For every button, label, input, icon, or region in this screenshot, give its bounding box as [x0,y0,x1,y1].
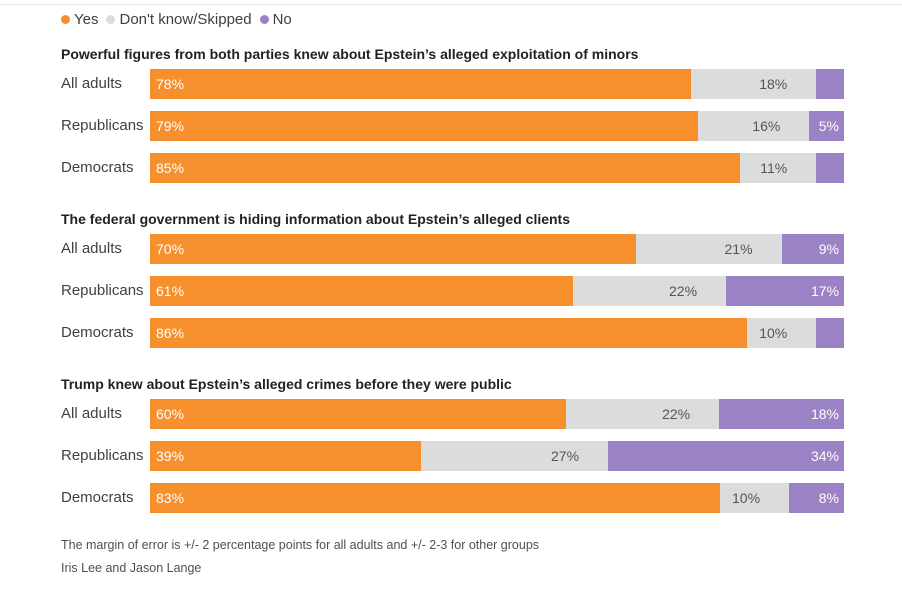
stacked-bar: 70% 21% 9% [150,234,844,264]
bar-segment-yes [150,111,699,141]
data-label-no: 18% [810,406,839,422]
data-label-dontknow: 22% [662,406,691,422]
row-label: Republicans [61,282,144,299]
bar-segment-dontknow [746,318,817,348]
data-label-no: 9% [818,241,839,257]
group-title-1: Powerful figures from both parties knew … [61,46,639,62]
stacked-bar: 83% 10% 8% [150,483,844,513]
legend-label-dontknow: Don't know/Skipped [119,10,252,28]
data-label-dontknow: 10% [759,325,788,341]
stacked-bar: 78% 18% [150,69,844,99]
data-label-dontknow: 22% [669,283,698,299]
row-label: Democrats [61,489,134,506]
data-label-no: 17% [810,283,839,299]
data-label-no: 34% [810,448,839,464]
bar-segment-no [816,318,844,348]
row-label: Republicans [61,447,144,464]
data-label-yes: 61% [156,283,185,299]
data-label-no: 8% [818,490,839,506]
bar-segment-dontknow [420,441,609,471]
data-label-yes: 70% [156,241,185,257]
bar-segment-no [719,399,844,429]
legend-item-no: No [259,10,292,28]
stacked-bar: 61% 22% 17% [150,276,844,306]
legend-swatch-yes [61,14,70,24]
legend-swatch-dontknow [106,14,116,24]
legend-label-no: No [272,10,292,28]
top-divider [0,4,902,5]
data-label-yes: 60% [156,406,185,422]
margin-of-error-note: The margin of error is +/- 2 percentage … [61,538,540,552]
bar-segment-yes [150,69,692,99]
stacked-bar: 39% 27% 34% [150,441,844,471]
bar-segment-dontknow [691,69,817,99]
data-label-dontknow: 16% [752,118,781,134]
stacked-bar: 85% 11% [150,153,844,183]
stacked-bar: 79% 16% 5% [150,111,844,141]
legend-item-dontknow: Don't know/Skipped [106,10,252,28]
bar-segment-no [781,234,844,264]
group-title-3: Trump knew about Epstein’s alleged crime… [61,376,512,392]
data-label-dontknow: 11% [760,160,788,176]
data-label-yes: 79% [156,118,185,134]
bar-segment-dontknow [739,153,817,183]
data-label-yes: 39% [156,448,185,464]
data-label-dontknow: 10% [732,490,761,506]
bar-segment-dontknow [573,276,726,306]
data-label-dontknow: 27% [551,448,580,464]
row-label: All adults [61,405,122,422]
bar-segment-no [809,111,844,141]
bar-segment-no [816,153,844,183]
row-label: Republicans [61,117,144,134]
chart-legend: Yes Don't know/Skipped No [61,9,300,29]
row-label: Democrats [61,324,134,341]
data-label-dontknow: 18% [759,76,788,92]
data-label-yes: 85% [156,160,185,176]
data-label-yes: 78% [156,76,185,92]
group-title-2: The federal government is hiding informa… [61,211,571,227]
bar-segment-yes [150,483,721,513]
credit-line: Iris Lee and Jason Lange [61,561,202,575]
data-label-yes: 86% [156,325,185,341]
bar-segment-dontknow [698,111,810,141]
legend-item-yes: Yes [61,11,98,28]
bar-segment-yes [150,276,574,306]
stacked-bar: 60% 22% 18% [150,399,844,429]
bar-segment-yes [150,153,740,183]
bar-segment-no [816,69,844,99]
bar-segment-dontknow [566,399,720,429]
data-label-no: 5% [818,118,839,134]
bar-segment-yes [150,234,636,264]
stacked-bar: 86% 10% [150,318,844,348]
data-label-dontknow: 21% [724,241,753,257]
bar-segment-yes [150,441,421,471]
row-label: All adults [61,75,122,92]
bar-segment-dontknow [720,483,790,513]
bar-segment-yes [150,318,747,348]
bar-segment-dontknow [635,234,782,264]
row-label: All adults [61,240,122,257]
bar-segment-yes [150,399,567,429]
legend-label-yes: Yes [74,10,99,28]
bar-segment-no [789,483,844,513]
legend-swatch-no [259,14,269,24]
data-label-yes: 83% [156,490,185,506]
bar-segment-no [608,441,844,471]
bar-segment-no [726,276,844,306]
row-label: Democrats [61,159,134,176]
